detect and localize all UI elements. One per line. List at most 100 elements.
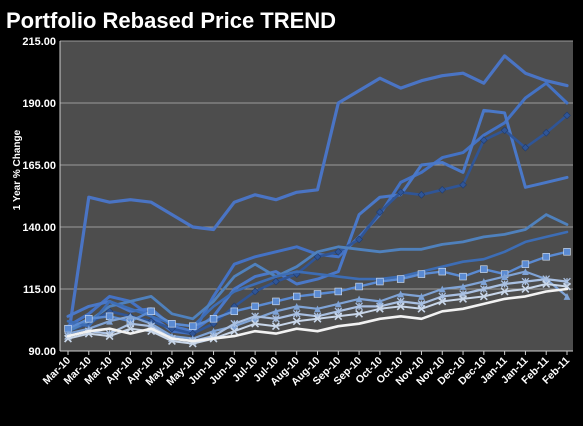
data-point — [417, 190, 426, 199]
data-point — [251, 302, 259, 311]
data-point — [334, 247, 343, 256]
y-tick-label: 140.00 — [22, 222, 56, 234]
series-1 — [66, 54, 569, 341]
data-point — [542, 128, 551, 137]
data-point — [106, 317, 113, 325]
data-point — [376, 277, 384, 286]
data-point — [189, 322, 197, 330]
data-point — [105, 332, 114, 341]
data-point — [334, 287, 342, 296]
data-point — [376, 208, 384, 216]
data-point — [500, 287, 509, 296]
data-point — [396, 302, 405, 311]
series-line — [66, 213, 569, 333]
data-point — [521, 285, 530, 293]
data-point — [521, 260, 530, 268]
data-point — [396, 188, 405, 197]
data-point — [459, 283, 467, 290]
data-point — [272, 277, 280, 286]
data-point — [542, 280, 551, 289]
data-point — [251, 312, 259, 321]
data-point — [355, 235, 363, 244]
data-point — [438, 285, 446, 293]
data-point — [500, 126, 509, 135]
data-point — [292, 309, 301, 318]
data-point — [355, 309, 364, 318]
data-point — [314, 305, 321, 313]
data-point — [479, 292, 488, 301]
data-point — [459, 294, 468, 303]
data-point — [521, 143, 530, 152]
plot-area: 90.00115.00140.00165.00190.00215.00Mar-1… — [22, 36, 573, 388]
data-point — [293, 292, 301, 301]
data-point — [417, 270, 426, 278]
data-point — [438, 185, 447, 194]
data-point — [230, 319, 239, 328]
data-point — [210, 327, 217, 335]
data-point — [271, 322, 280, 331]
data-point — [293, 302, 301, 310]
data-point — [438, 267, 446, 276]
data-point — [272, 297, 280, 306]
data-point — [313, 252, 322, 261]
data-point — [168, 320, 176, 328]
series-line — [66, 54, 569, 341]
data-point — [563, 111, 571, 120]
data-point — [251, 319, 260, 328]
chart-title: Portfolio Rebased Price TREND — [6, 8, 336, 33]
data-point — [292, 317, 301, 326]
y-tick-label: 115.00 — [23, 284, 56, 296]
series-6 — [66, 230, 569, 328]
data-point — [396, 275, 405, 283]
data-point — [563, 293, 571, 300]
y-tick-label: 90.00 — [28, 346, 56, 358]
series-10 — [64, 280, 571, 348]
data-point — [313, 290, 322, 298]
data-point — [126, 312, 134, 320]
series-line — [66, 230, 569, 328]
data-point — [459, 181, 467, 189]
data-point — [418, 293, 425, 300]
data-point — [480, 136, 488, 145]
data-point — [521, 277, 530, 286]
data-point — [376, 298, 384, 305]
data-point — [397, 290, 405, 298]
data-point — [522, 268, 529, 276]
data-point — [459, 272, 467, 281]
data-point — [334, 312, 343, 321]
data-point — [168, 324, 176, 333]
data-point — [230, 307, 239, 316]
y-tick-label: 165.00 — [22, 160, 56, 172]
data-point — [272, 307, 280, 315]
data-point — [272, 314, 280, 323]
data-point — [563, 248, 571, 256]
data-point — [500, 280, 509, 288]
y-axis-label: 1 Year % Change — [12, 129, 23, 210]
series-11 — [66, 287, 569, 343]
data-point — [438, 297, 447, 306]
data-point — [480, 278, 488, 285]
series-5 — [66, 213, 569, 333]
data-point — [85, 315, 93, 323]
data-point — [230, 327, 239, 336]
data-point — [251, 287, 259, 296]
series-line — [66, 287, 569, 343]
data-point — [375, 304, 384, 313]
data-point — [334, 300, 342, 308]
data-point — [313, 314, 322, 323]
data-point — [479, 285, 488, 293]
data-point — [417, 304, 426, 313]
data-point — [542, 253, 550, 261]
data-point — [209, 315, 218, 323]
data-point — [480, 265, 488, 273]
data-point — [501, 273, 509, 280]
data-point — [355, 295, 363, 303]
data-point — [355, 302, 363, 311]
y-tick-label: 215.00 — [22, 36, 56, 48]
data-point — [147, 307, 155, 316]
series-group — [64, 54, 571, 348]
y-tick-label: 190.00 — [22, 98, 56, 110]
data-point — [355, 282, 363, 291]
